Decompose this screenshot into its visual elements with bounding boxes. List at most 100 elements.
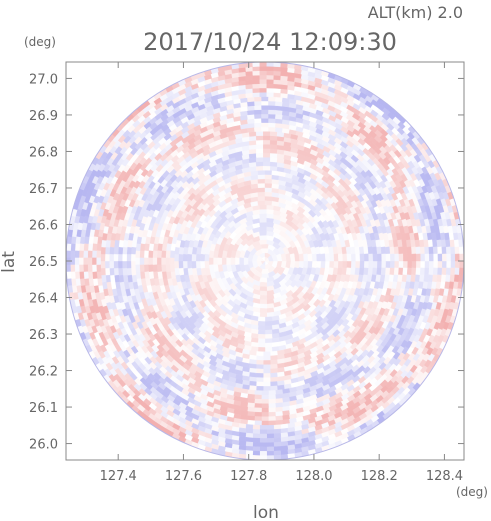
radar-bin [245, 428, 254, 434]
y-tick-label: 26.7 [29, 182, 58, 197]
radar-bin [273, 92, 282, 98]
radar-bin [234, 256, 240, 266]
radar-bin [254, 96, 262, 102]
radar-bin [143, 264, 149, 272]
radar-bin [441, 253, 447, 262]
radar-bin [268, 420, 276, 426]
radar-bin [273, 433, 282, 439]
radar-bin [104, 267, 111, 276]
radar-bin [74, 243, 81, 251]
radar-bin [424, 253, 430, 262]
radar-bin [262, 156, 271, 162]
radar-bin [262, 130, 271, 136]
radar-bin [264, 325, 273, 331]
radar-bin [169, 249, 175, 258]
radar-bin [182, 253, 188, 262]
radar-bin [259, 87, 268, 93]
radar-bin [437, 260, 443, 269]
radar-bin [83, 250, 89, 258]
radar-bin [117, 267, 124, 276]
y-tick-label: 27.0 [29, 72, 58, 87]
radar-bin [257, 338, 266, 344]
radar-bin [255, 165, 264, 171]
radar-bin [173, 253, 179, 262]
radar-bin [280, 66, 289, 73]
radar-bin [307, 253, 313, 262]
radar-bin [259, 299, 268, 305]
radar-bin [254, 420, 262, 426]
radar-bin [178, 260, 184, 269]
radar-bin [254, 403, 262, 409]
radar-bin [126, 253, 132, 262]
radar-bin [109, 260, 114, 269]
radar-bin [407, 260, 413, 269]
radar-bin [269, 131, 278, 137]
radar-bin [377, 253, 383, 262]
radar-bin [230, 257, 236, 265]
radar-bin [96, 264, 102, 272]
radar-bin [257, 174, 266, 180]
radar-bin [316, 260, 322, 269]
radar-bin [259, 62, 268, 67]
radar-bin [376, 246, 382, 255]
radar-bin [359, 253, 365, 262]
radar-bin [450, 267, 456, 276]
radar-bin [262, 364, 271, 370]
radar-bin [298, 260, 305, 269]
radar-bin [248, 135, 257, 142]
radar-bin [393, 246, 400, 255]
radar-bin [268, 398, 276, 404]
radar-bin [450, 260, 456, 269]
radar-bin [273, 79, 282, 85]
radar-bin [186, 253, 193, 262]
radar-bin [424, 246, 430, 255]
radar-bin [261, 109, 269, 115]
radar-bin [275, 411, 283, 417]
radar-bin [381, 253, 387, 262]
radar-bin [411, 267, 417, 276]
radar-bin [245, 70, 254, 77]
radar-bin [329, 253, 335, 262]
radar-bin [259, 66, 268, 71]
radar-bin [454, 246, 460, 255]
radar-bin [351, 253, 357, 262]
radar-bin [254, 407, 262, 413]
radar-bin [416, 253, 421, 262]
radar-bin [264, 195, 273, 202]
radar-bin [372, 253, 378, 262]
radar-bin [257, 333, 266, 340]
radar-bin [135, 264, 141, 272]
radar-bin [247, 411, 255, 417]
radar-bin [113, 267, 119, 276]
radar-bin [266, 66, 275, 72]
radar-bin [259, 286, 268, 292]
radar-bin [147, 257, 153, 265]
radar-bin [324, 260, 331, 269]
radar-bin [269, 161, 278, 167]
radar-bin [259, 446, 268, 452]
radar-bin [243, 256, 249, 266]
radar-bin [446, 253, 452, 262]
radar-bin [368, 253, 374, 262]
radar-bin [261, 403, 269, 409]
radar-bin [259, 442, 268, 448]
radar-bin [78, 257, 84, 265]
radar-bin [298, 253, 305, 262]
radar-bin [275, 96, 283, 103]
radar-bin [262, 135, 271, 141]
radar-bin [130, 260, 136, 269]
radar-bin [156, 264, 162, 272]
radar-bin [254, 118, 262, 124]
radar-bin [252, 87, 261, 93]
radar-bin [254, 105, 262, 111]
radar-bin [262, 360, 271, 366]
radar-bin [147, 250, 154, 258]
y-tick-label: 26.3 [29, 328, 58, 343]
radar-bin [342, 260, 348, 269]
radar-bin [259, 83, 268, 89]
radar-bin [268, 403, 276, 409]
radar-bin [266, 79, 275, 85]
radar-bin [100, 267, 106, 276]
radar-bin [252, 92, 261, 98]
radar-bin [266, 83, 275, 89]
